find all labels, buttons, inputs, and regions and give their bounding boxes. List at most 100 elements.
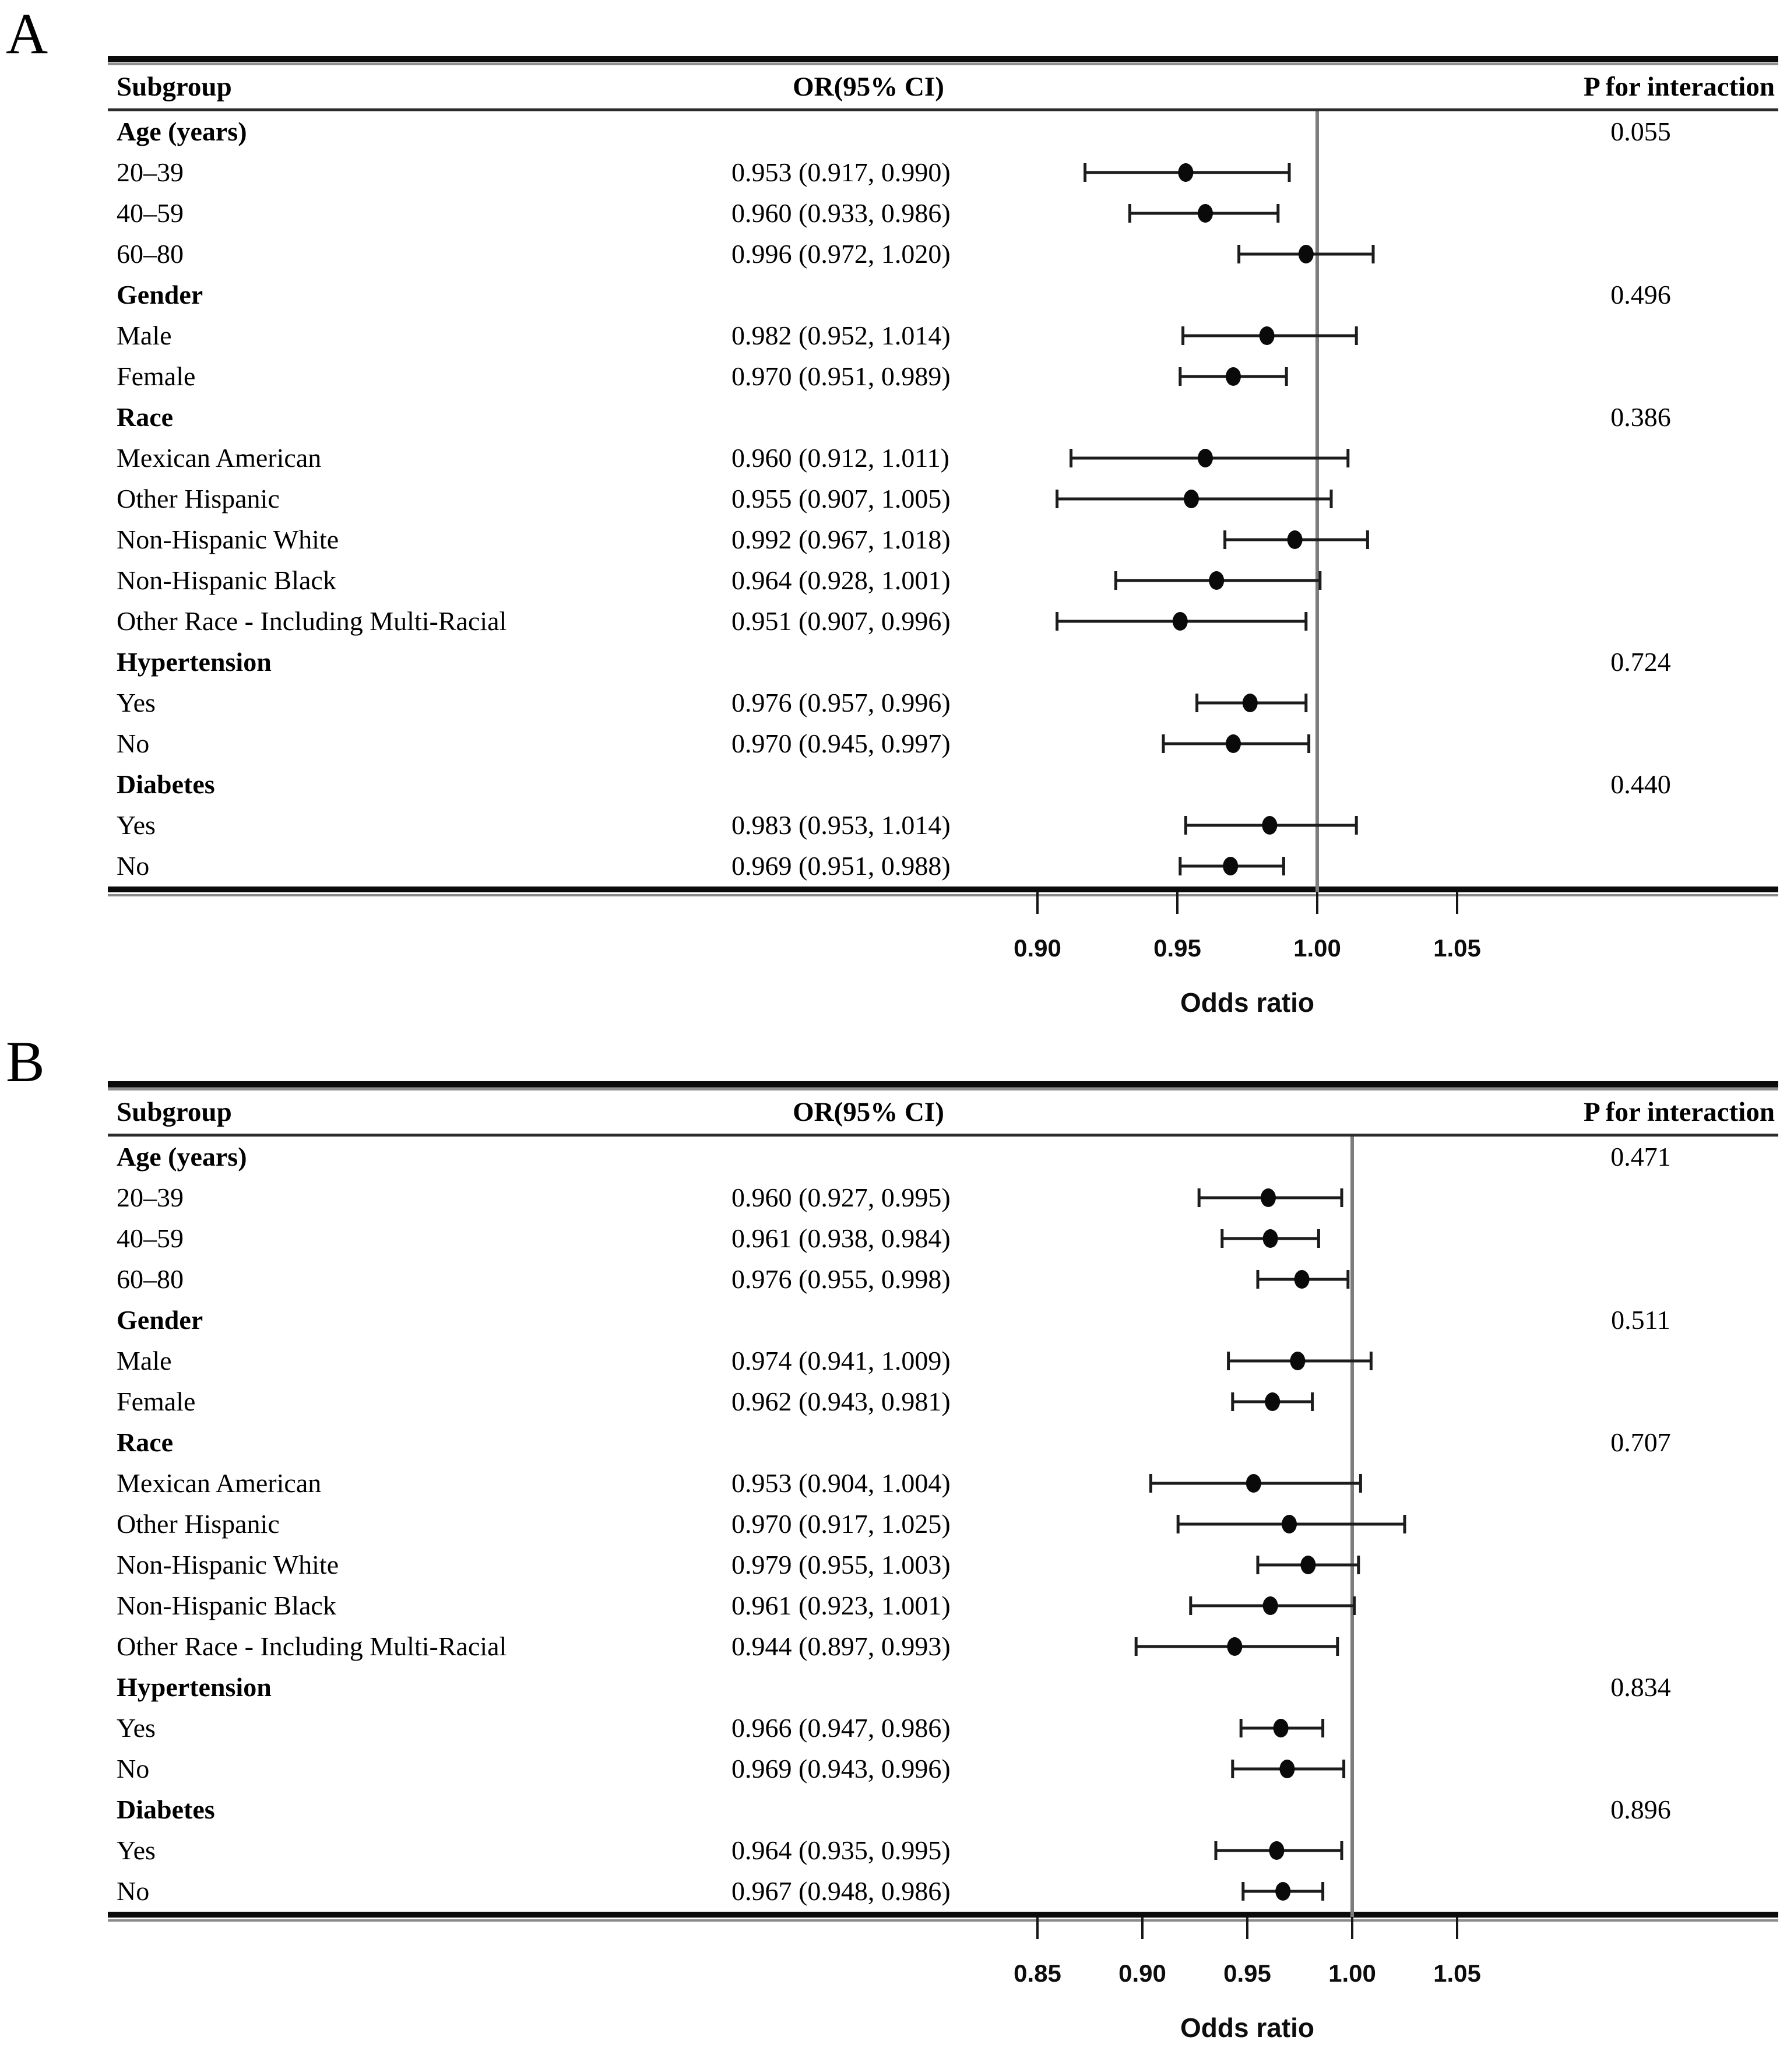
- table-row: 20–39 0.953 (0.917, 0.990): [108, 152, 1778, 193]
- or-ci-value: 0.960 (0.933, 0.986): [731, 198, 951, 228]
- table-rows: Age (years) 0.471 20–39 0.960 (0.927, 0.995…: [108, 1137, 1778, 1912]
- group-row: Gender 0.496: [108, 275, 1778, 315]
- table-row: Female 0.970 (0.951, 0.989): [108, 356, 1778, 397]
- subgroup-label: Diabetes: [117, 1795, 215, 1824]
- column-header-subgroup: Subgroup: [117, 1097, 232, 1127]
- subgroup-label: Mexican American: [117, 443, 322, 473]
- column-header-p-interaction: P for interaction: [1583, 72, 1775, 102]
- forest-table-panel-a: Subgroup OR(95% CI) P for interaction Ag…: [108, 56, 1778, 1047]
- panel-a-label: A: [6, 1, 48, 66]
- group-row: Hypertension 0.724: [108, 642, 1778, 683]
- or-ci-value: 0.961 (0.938, 0.984): [731, 1223, 951, 1253]
- subgroup-label: Hypertension: [117, 1672, 272, 1702]
- or-ci-value: 0.996 (0.972, 1.020): [731, 239, 951, 269]
- table-row: 40–59 0.961 (0.938, 0.984): [108, 1218, 1778, 1259]
- or-ci-value: 0.944 (0.897, 0.993): [731, 1631, 951, 1661]
- or-ci-value: 0.966 (0.947, 0.986): [731, 1713, 951, 1743]
- group-row: Race 0.707: [108, 1422, 1778, 1463]
- table-row: Non-Hispanic White 0.979 (0.955, 1.003): [108, 1545, 1778, 1585]
- column-header-p-interaction: P for interaction: [1583, 1097, 1775, 1127]
- or-ci-value: 0.969 (0.943, 0.996): [731, 1754, 951, 1783]
- or-ci-value: 0.953 (0.904, 1.004): [731, 1468, 951, 1498]
- or-ci-value: 0.969 (0.951, 0.988): [731, 851, 951, 881]
- p-interaction-value: 0.707: [1610, 1427, 1671, 1457]
- subgroup-label: No: [117, 1876, 150, 1906]
- or-ci-value: 0.951 (0.907, 0.996): [731, 606, 951, 636]
- group-row: Gender 0.511: [108, 1300, 1778, 1341]
- table-row: Non-Hispanic Black 0.964 (0.928, 1.001): [108, 560, 1778, 601]
- x-axis-title: Odds ratio: [1180, 987, 1314, 1018]
- column-header-or-ci: OR(95% CI): [793, 72, 944, 102]
- p-interaction-value: 0.724: [1610, 647, 1671, 677]
- p-interaction-value: 0.496: [1610, 280, 1671, 309]
- subgroup-label: 60–80: [117, 239, 184, 269]
- header-underline: [108, 108, 1778, 111]
- subgroup-label: Female: [117, 361, 196, 391]
- table-row: No 0.969 (0.943, 0.996): [108, 1749, 1778, 1789]
- subgroup-label: Other Race - Including Multi-Racial: [117, 1631, 507, 1661]
- axis-tick-label: 1.05: [1433, 934, 1481, 962]
- table-row: Other Hispanic 0.955 (0.907, 1.005): [108, 479, 1778, 519]
- subgroup-label: Gender: [117, 280, 203, 309]
- or-ci-value: 0.974 (0.941, 1.009): [731, 1346, 951, 1376]
- subgroup-label: 40–59: [117, 1223, 184, 1253]
- table-row: 40–59 0.960 (0.933, 0.986): [108, 193, 1778, 234]
- table-row: 60–80 0.976 (0.955, 0.998): [108, 1259, 1778, 1300]
- table-row: Yes 0.976 (0.957, 0.996): [108, 683, 1778, 723]
- p-interaction-value: 0.471: [1610, 1142, 1671, 1172]
- table-row: Other Race - Including Multi-Racial 0.951…: [108, 601, 1778, 642]
- column-header-or-ci: OR(95% CI): [793, 1097, 944, 1127]
- subgroup-label: 60–80: [117, 1264, 184, 1294]
- p-interaction-value: 0.511: [1611, 1305, 1670, 1335]
- subgroup-label: No: [117, 1754, 150, 1783]
- subgroup-label: Other Hispanic: [117, 484, 280, 513]
- or-ci-value: 0.970 (0.951, 0.989): [731, 361, 951, 391]
- table-row: Non-Hispanic White 0.992 (0.967, 1.018): [108, 519, 1778, 560]
- subgroup-label: Mexican American: [117, 1468, 322, 1498]
- or-ci-value: 0.961 (0.923, 1.001): [731, 1591, 951, 1620]
- or-ci-value: 0.992 (0.967, 1.018): [731, 525, 951, 554]
- table-row: No 0.969 (0.951, 0.988): [108, 846, 1778, 887]
- table-bottom-rule: [108, 887, 1778, 896]
- subgroup-label: Other Race - Including Multi-Racial: [117, 606, 507, 636]
- or-ci-value: 0.976 (0.955, 0.998): [731, 1264, 951, 1294]
- group-row: Diabetes 0.440: [108, 764, 1778, 805]
- subgroup-label: Race: [117, 402, 174, 432]
- subgroup-label: Age (years): [117, 117, 247, 146]
- table-row: Female 0.962 (0.943, 0.981): [108, 1381, 1778, 1422]
- group-row: Age (years) 0.055: [108, 111, 1778, 152]
- subgroup-label: Age (years): [117, 1142, 247, 1172]
- subgroup-label: Yes: [117, 810, 156, 840]
- subgroup-label: Race: [117, 1427, 174, 1457]
- axis-tick-label: 0.90: [1118, 1960, 1166, 1987]
- or-ci-value: 0.983 (0.953, 1.014): [731, 810, 951, 840]
- table-row: Yes 0.983 (0.953, 1.014): [108, 805, 1778, 846]
- or-ci-value: 0.964 (0.928, 1.001): [731, 565, 951, 595]
- subgroup-label: Hypertension: [117, 647, 272, 677]
- or-ci-value: 0.970 (0.917, 1.025): [731, 1509, 951, 1539]
- subgroup-label: No: [117, 851, 150, 881]
- x-axis-title: Odds ratio: [1180, 2013, 1314, 2043]
- table-top-rule: [108, 1081, 1778, 1090]
- group-row: Hypertension 0.834: [108, 1667, 1778, 1708]
- table-header: Subgroup OR(95% CI) P for interaction: [108, 65, 1778, 108]
- or-ci-value: 0.955 (0.907, 1.005): [731, 484, 951, 513]
- or-ci-value: 0.953 (0.917, 0.990): [731, 157, 951, 187]
- table-row: Yes 0.964 (0.935, 0.995): [108, 1830, 1778, 1871]
- p-interaction-value: 0.055: [1610, 117, 1671, 146]
- table-row: Other Race - Including Multi-Racial 0.944…: [108, 1626, 1778, 1667]
- subgroup-label: Gender: [117, 1305, 203, 1335]
- or-ci-value: 0.982 (0.952, 1.014): [731, 321, 951, 350]
- or-ci-value: 0.979 (0.955, 1.003): [731, 1550, 951, 1579]
- forest-table-panel-b: Subgroup OR(95% CI) P for interaction Ag…: [108, 1081, 1778, 2072]
- table-top-rule: [108, 56, 1778, 65]
- subgroup-label: Non-Hispanic Black: [117, 1591, 336, 1620]
- table-header: Subgroup OR(95% CI) P for interaction: [108, 1090, 1778, 1134]
- subgroup-label: 20–39: [117, 1183, 184, 1212]
- or-ci-value: 0.962 (0.943, 0.981): [731, 1387, 951, 1416]
- or-ci-value: 0.976 (0.957, 0.996): [731, 688, 951, 717]
- group-row: Race 0.386: [108, 397, 1778, 438]
- subgroup-label: Female: [117, 1387, 196, 1416]
- table-row: No 0.967 (0.948, 0.986): [108, 1871, 1778, 1912]
